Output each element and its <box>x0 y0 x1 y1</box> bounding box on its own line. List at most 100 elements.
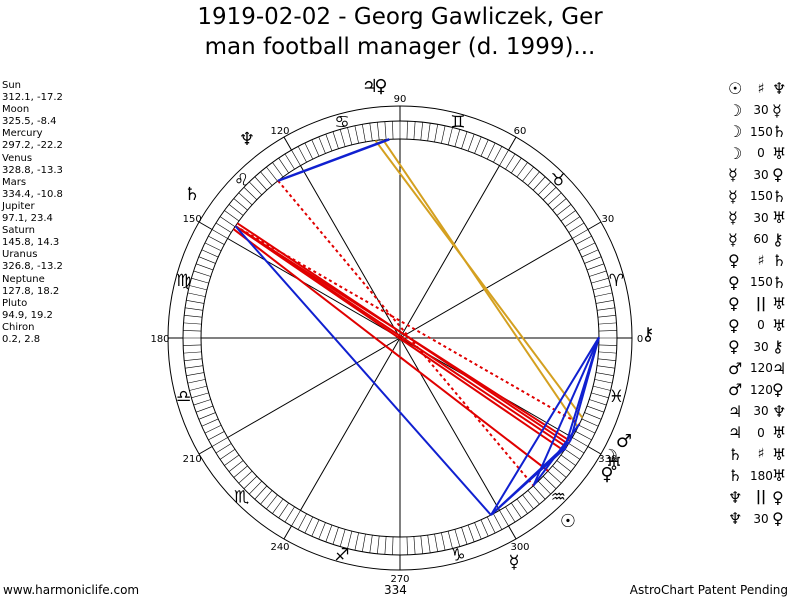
degree-tick <box>538 181 551 196</box>
planet-glyph: ⚷ <box>641 324 654 345</box>
degree-tick <box>511 157 522 174</box>
aspect-row: ♃ 30 ♆ <box>728 401 794 423</box>
degree-tick <box>591 277 609 284</box>
aspect-row: ♀ ♯ ♄ <box>728 250 794 272</box>
spoke-outer <box>198 446 213 455</box>
degree-tick <box>185 307 203 311</box>
aspect-row: ♀ 150 ♄ <box>728 272 794 294</box>
aspect-planet-1-glyph: ♃ <box>728 401 743 421</box>
zodiac-sign-glyph: ♐ <box>334 545 349 565</box>
zodiac-sign-glyph: ♍ <box>176 271 191 291</box>
degree-tick <box>564 449 581 460</box>
degree-tick <box>238 192 253 206</box>
degree-tick <box>538 480 551 495</box>
aspect-type-glyph: 180 <box>750 468 773 483</box>
degree-label: 210 <box>183 454 202 465</box>
degree-tick <box>189 285 207 291</box>
degree-tick <box>447 531 453 549</box>
degree-tick <box>278 502 289 519</box>
degree-tick <box>486 142 496 160</box>
planet-name: Mercury <box>2 128 43 140</box>
degree-tick <box>291 510 301 527</box>
aspect-planet-2-glyph: ☿ <box>772 100 782 120</box>
degree-tick <box>362 124 366 143</box>
aspect-line-red-dotted <box>277 180 535 487</box>
degree-label: 90 <box>394 94 407 105</box>
spoke-outer <box>283 136 292 151</box>
aspect-planet-1-glyph: ♀ <box>728 272 740 292</box>
degree-tick <box>467 524 475 543</box>
aspect-planet-1-glyph: ☿ <box>728 186 738 206</box>
planet-glyph: ♄ <box>184 184 200 205</box>
aspect-planet-2-glyph: ⚷ <box>772 229 784 249</box>
degree-tick <box>584 412 602 420</box>
aspect-row: ♆ || ♀ <box>728 487 794 509</box>
aspect-planet-2-glyph: ♅ <box>772 423 787 443</box>
degree-tick <box>233 465 248 478</box>
aspect-type-glyph: 120 <box>750 382 773 397</box>
degree-tick <box>441 532 446 551</box>
degree-tick <box>516 498 528 514</box>
aspect-planet-1-glyph: ♆ <box>728 487 743 507</box>
aspect-lines <box>232 138 600 516</box>
degree-tick <box>347 127 353 145</box>
degree-tick <box>597 315 616 318</box>
degree-tick <box>434 533 438 552</box>
aspect-planet-1-glyph: ☽ <box>728 100 743 120</box>
spoke-outer <box>508 136 517 151</box>
zodiac-sign-glyph: ♒ <box>551 487 566 507</box>
degree-tick <box>228 460 244 472</box>
aspect-line-blue <box>234 225 492 516</box>
degree-tick <box>211 229 228 239</box>
aspect-type-glyph: 150 <box>750 189 773 204</box>
degree-tick <box>183 322 202 325</box>
degree-tick <box>594 292 613 297</box>
footer-website: www.harmoniclife.com <box>3 583 140 597</box>
degree-tick <box>499 149 509 166</box>
aspect-line-blue <box>490 336 600 516</box>
zodiac-sign-glyph: ♉ <box>551 171 566 191</box>
aspect-row: ☿ 60 ⚷ <box>728 229 794 251</box>
degree-tick <box>384 536 387 555</box>
degree-tick <box>198 412 216 420</box>
degree-tick <box>332 527 339 545</box>
footer-credit: AstroChart Patent Pending <box>629 583 788 597</box>
degree-tick <box>184 315 203 318</box>
planet-values: 145.8, 14.3 <box>2 237 60 249</box>
degree-tick <box>189 385 207 391</box>
degree-tick <box>547 192 562 206</box>
zodiac-sign-glyph: ♎ <box>176 387 191 407</box>
degree-tick <box>527 490 540 505</box>
degree-tick <box>228 204 244 216</box>
planet-name: Venus <box>2 152 33 164</box>
degree-tick <box>589 270 607 277</box>
aspect-type-glyph: 30 <box>753 511 769 526</box>
degree-tick-ring <box>183 121 617 555</box>
aspect-line-blue <box>277 138 390 182</box>
degree-tick <box>284 153 295 170</box>
degree-tick <box>597 307 615 311</box>
degree-tick <box>434 124 438 143</box>
degree-tick <box>208 235 225 245</box>
aspect-type-glyph: 30 <box>753 404 769 419</box>
degree-tick <box>578 242 596 252</box>
planet-glyph: ♅ <box>606 454 622 475</box>
chart-title-line-2: man football manager (d. 1999)... <box>204 34 596 60</box>
degree-tick <box>511 502 522 519</box>
aspect-type-glyph: || <box>755 295 767 312</box>
zodiac-sign-glyph: ♈ <box>609 271 624 291</box>
degree-tick <box>311 519 320 537</box>
degree-tick <box>362 533 366 552</box>
aspect-planet-1-glyph: ♆ <box>728 509 743 529</box>
degree-label: 240 <box>270 542 289 553</box>
degree-tick <box>184 358 203 361</box>
degree-tick <box>584 256 602 264</box>
degree-tick <box>586 405 605 413</box>
degree-tick <box>454 129 461 147</box>
degree-tick <box>347 531 353 549</box>
aspect-planet-2-glyph: ♄ <box>772 251 787 271</box>
aspect-type-glyph: ♯ <box>757 446 765 463</box>
aspect-planet-2-glyph: ♀ <box>772 509 784 529</box>
